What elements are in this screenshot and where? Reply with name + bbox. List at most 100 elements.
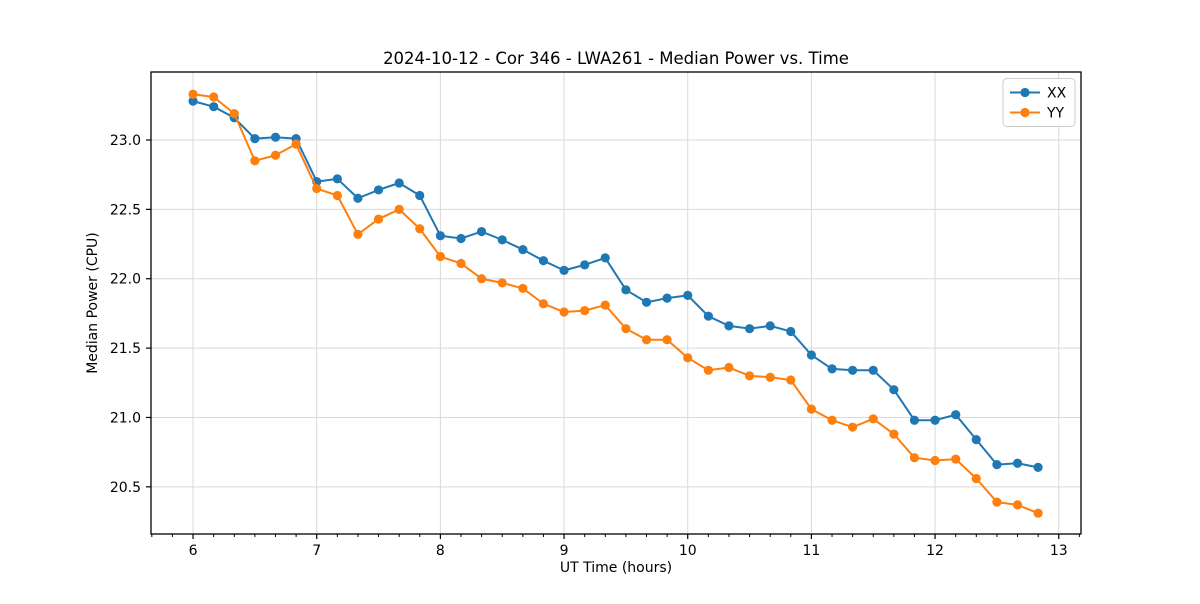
- series-YY-point: [435, 251, 445, 262]
- series-XX-point: [559, 265, 569, 275]
- series-XX-point: [703, 311, 713, 321]
- series-YY-point: [744, 371, 755, 381]
- series-XX-point: [1033, 462, 1043, 473]
- series-XX-point: [744, 324, 755, 334]
- series-YY-point: [497, 278, 507, 288]
- x-axis-label: UT Time (hours): [560, 560, 672, 576]
- series-XX-point: [909, 415, 920, 425]
- series-XX-point: [600, 253, 610, 263]
- series-YY-point: [724, 362, 734, 373]
- series-YY-point: [806, 404, 816, 414]
- y-tick-label: 20.5: [110, 480, 141, 496]
- series-YY-point: [889, 429, 899, 439]
- series-XX-point: [250, 133, 260, 144]
- series-XX-point: [806, 350, 816, 360]
- y-tick-label: 23.0: [110, 133, 141, 149]
- x-tick-label: 10: [679, 543, 697, 559]
- series-YY-point: [951, 454, 961, 464]
- y-tick-label: 22.0: [110, 272, 141, 288]
- series-YY-point: [353, 229, 363, 239]
- series-XX-point: [476, 226, 487, 237]
- series-XX-point: [209, 102, 219, 112]
- series-YY-point: [971, 473, 981, 484]
- series-YY-point: [270, 150, 281, 160]
- series-XX-point: [992, 460, 1002, 470]
- series-XX-point: [971, 435, 981, 445]
- y-tick-label: 21.5: [110, 341, 141, 357]
- series-YY-point: [683, 353, 693, 363]
- series-YY-point: [415, 224, 425, 234]
- series-XX-point: [930, 415, 940, 425]
- series-YY-point: [765, 372, 775, 382]
- series-YY-point: [538, 299, 549, 309]
- series-YY-point: [476, 274, 487, 284]
- series-XX-point: [951, 410, 961, 420]
- series-YY-point: [868, 414, 878, 424]
- series-YY-point: [559, 307, 569, 317]
- series-XX-point: [270, 132, 281, 142]
- y-tick-label: 21.0: [110, 410, 141, 426]
- series-XX-point: [497, 235, 507, 245]
- series-XX-point: [662, 293, 672, 303]
- axes-spines: [150, 71, 1082, 535]
- series-YY-point: [1033, 508, 1043, 518]
- series-XX-point: [538, 256, 549, 266]
- series-XX-point: [621, 285, 631, 295]
- series-XX-point: [373, 185, 384, 195]
- series-XX-point: [188, 96, 198, 106]
- series-YY-point: [909, 453, 920, 463]
- series-YY-point: [600, 300, 610, 310]
- x-tick-label: 12: [926, 543, 944, 559]
- series-XX-point: [394, 178, 404, 188]
- x-tick-label: 11: [802, 543, 820, 559]
- series-XX-point: [786, 326, 796, 337]
- series-YY-point: [456, 258, 466, 269]
- series-XX-point: [765, 321, 775, 331]
- series-XX-point: [456, 233, 466, 244]
- series-YY-point: [188, 89, 198, 99]
- series-YY-point: [662, 335, 672, 345]
- x-tick-label: 8: [436, 543, 445, 559]
- series-YY-point: [518, 283, 528, 294]
- series-YY-point: [847, 422, 858, 432]
- series-YY-point: [992, 497, 1002, 507]
- series-YY-point: [786, 375, 796, 385]
- series-YY-point: [641, 335, 652, 345]
- x-tick-label: 13: [1050, 543, 1068, 559]
- series-XX-point: [847, 365, 858, 375]
- x-tick-label: 9: [560, 543, 569, 559]
- series-YY-point: [621, 324, 631, 334]
- plot-area: [151, 72, 1081, 534]
- series-XX-point: [435, 231, 445, 241]
- series-XX-point: [353, 193, 363, 203]
- series-XX-point: [580, 260, 590, 270]
- series-YY-point: [250, 156, 260, 166]
- series-YY-point: [373, 214, 384, 224]
- series-YY-point: [229, 109, 239, 119]
- legend-label: YY: [1046, 106, 1065, 122]
- series-YY-point: [827, 415, 837, 425]
- series-XX-point: [332, 174, 342, 184]
- series-XX-point: [868, 365, 878, 375]
- series-YY-point: [209, 92, 219, 102]
- chart-title: 2024-10-12 - Cor 346 - LWA261 - Median P…: [383, 49, 849, 68]
- series-XX-point: [518, 244, 528, 255]
- x-tick-label: 7: [312, 543, 321, 559]
- y-tick-label: 22.5: [110, 202, 141, 218]
- series-YY-point: [291, 139, 301, 149]
- series-YY-point: [394, 204, 404, 214]
- series-XX-point: [889, 385, 899, 395]
- series-YY-point: [332, 190, 342, 201]
- legend-sample-marker: [1020, 87, 1030, 98]
- series-YY-point: [580, 306, 590, 316]
- series-YY-point: [312, 183, 322, 194]
- series-XX-point: [827, 364, 837, 374]
- y-axis-label: Median Power (CPU): [85, 232, 101, 374]
- series-YY-point: [1012, 500, 1023, 510]
- legend-sample-marker: [1020, 107, 1030, 118]
- series-YY-point: [930, 455, 940, 466]
- x-tick-label: 6: [189, 543, 198, 559]
- series-XX-point: [641, 297, 652, 307]
